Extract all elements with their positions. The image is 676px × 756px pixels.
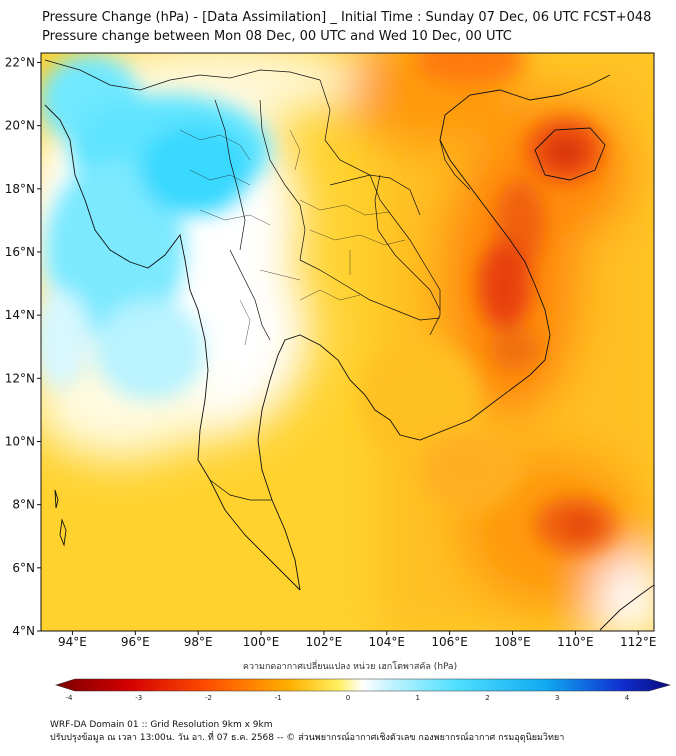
colorbar-tick-label: -2: [205, 694, 212, 702]
map-title-line1: Pressure Change (hPa) - [Data Assimilati…: [42, 10, 652, 25]
province-borders: [179, 129, 406, 346]
country-borders: [44, 59, 471, 501]
lon-tick-label: 106°E: [431, 635, 468, 649]
colorbar-tick-label: 3: [555, 694, 559, 702]
footer-line2: ปรับปรุงข้อมูล ณ เวลา 13:00น. วัน อา. ที…: [50, 733, 565, 743]
footer-line1: WRF-DA Domain 01 :: Grid Resolution 9km …: [50, 720, 273, 730]
lat-tick-label: 20°N: [5, 119, 35, 133]
colorbar-tick-label: 0: [346, 694, 350, 702]
lat-tick-label: 6°N: [12, 561, 35, 575]
colorbar-tick-label: -4: [66, 694, 74, 702]
pressure-field: [41, 53, 654, 631]
lon-tick-label: 108°E: [494, 635, 531, 649]
map-title-line2: Pressure change between Mon 08 Dec, 00 U…: [42, 29, 512, 44]
colorbar: [55, 678, 672, 692]
lat-tick-label: 22°N: [5, 55, 35, 69]
colorbar-tick-label: 4: [625, 694, 630, 702]
lon-tick-label: 104°E: [369, 635, 406, 649]
coastlines: [44, 74, 654, 631]
lon-tick-label: 112°E: [620, 635, 657, 649]
lon-tick-label: 98°E: [184, 635, 213, 649]
lat-tick-label: 14°N: [5, 308, 35, 322]
lat-tick-label: 4°N: [12, 624, 35, 638]
colorbar-tick-label: -1: [275, 694, 282, 702]
colorbar-ticks: -4 -3 -2 -1 0 1 2 3 4: [66, 694, 630, 702]
lon-tick-label: 96°E: [121, 635, 150, 649]
lon-tick-label: 100°E: [243, 635, 280, 649]
axis-ticks: 4°N 6°N 8°N 10°N 12°N 14°N 16°N 18°N 20°N 22°N 94°…: [5, 55, 657, 649]
lon-tick-label: 110°E: [557, 635, 594, 649]
lon-tick-label: 94°E: [58, 635, 87, 649]
lat-tick-label: 16°N: [5, 245, 35, 259]
colorbar-tick-label: 2: [485, 694, 489, 702]
colorbar-tick-label: 1: [416, 694, 420, 702]
colorbar-tick-label: -3: [135, 694, 142, 702]
lon-tick-label: 102°E: [306, 635, 343, 649]
colorbar-title: ความกดอากาศเปลี่ยนแปลง หน่วย เฮกโตพาสคัล…: [243, 659, 457, 672]
lat-tick-label: 8°N: [12, 498, 35, 512]
lat-tick-label: 18°N: [5, 182, 35, 196]
map-frame: [40, 52, 655, 632]
lat-tick-label: 12°N: [5, 371, 35, 385]
lat-tick-label: 10°N: [5, 434, 35, 448]
